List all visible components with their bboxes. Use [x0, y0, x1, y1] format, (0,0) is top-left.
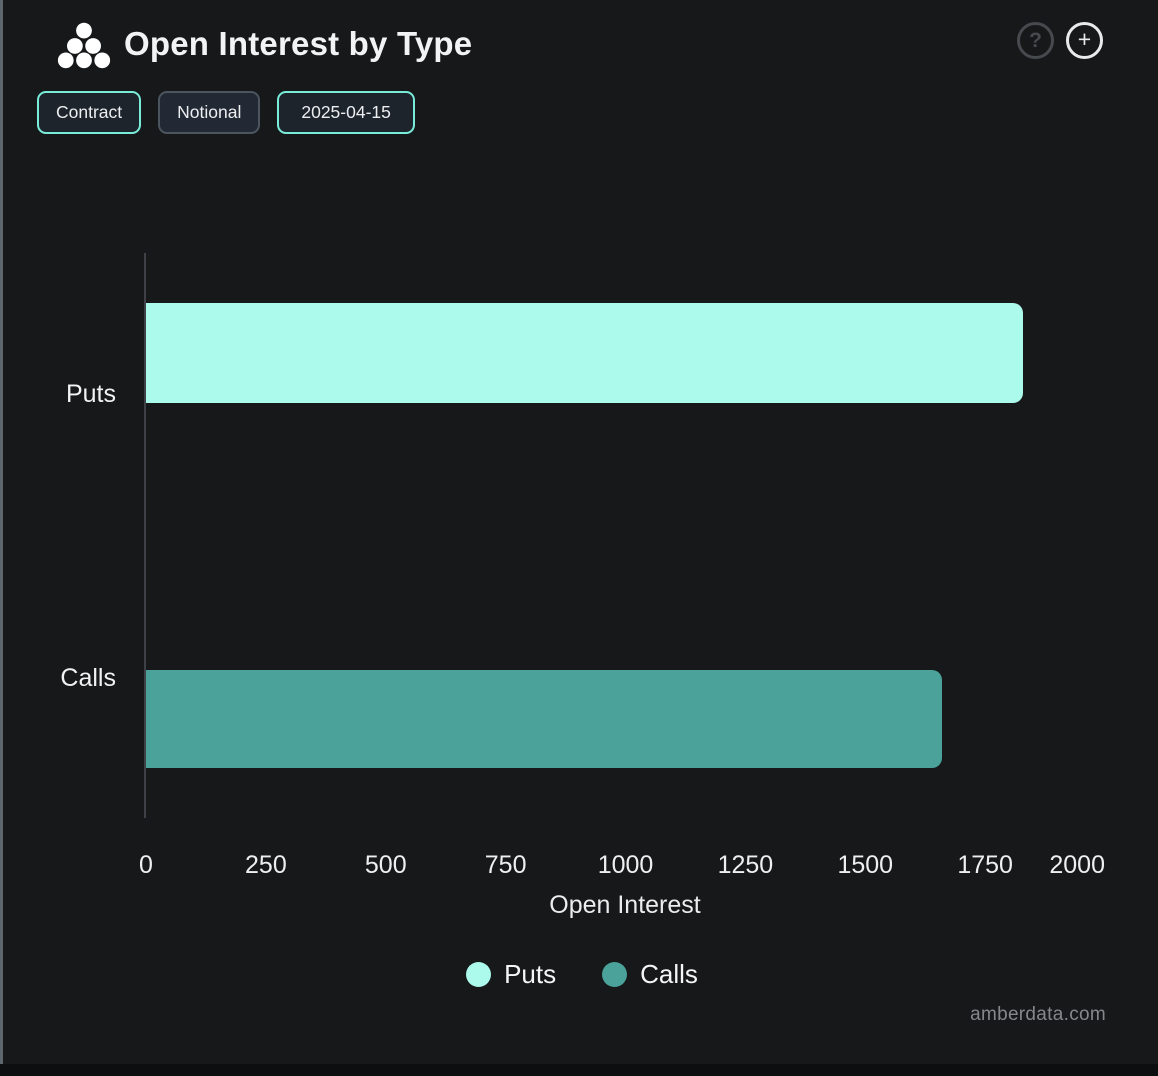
category-label-calls: Calls — [60, 664, 116, 692]
open-interest-bar-chart: Puts Calls 0 250 500 750 1000 1250 1500 1750 2000… — [3, 0, 1158, 1064]
x-tick-label: 500 — [364, 851, 407, 879]
x-tick-label: 1750 — [957, 851, 1013, 879]
bar-calls[interactable] — [146, 670, 942, 768]
x-tick-label: 250 — [245, 851, 287, 879]
x-tick-label: 0 — [139, 851, 153, 879]
x-tick-label: 1500 — [837, 851, 894, 879]
y-axis-line — [144, 253, 146, 818]
x-tick-label: 750 — [484, 851, 527, 879]
chart-legend: Puts Calls — [3, 959, 1158, 990]
contract-toggle-button[interactable]: Contract — [37, 91, 142, 134]
date-selector-button[interactable]: 2025-04-15 — [277, 91, 415, 134]
notional-toggle-button[interactable]: Notional — [158, 91, 261, 134]
add-icon[interactable]: + — [1066, 22, 1103, 59]
toolbar: Contract Notional 2025-04-15 — [37, 91, 415, 134]
x-tick-label: 2000 — [1049, 851, 1105, 879]
legend-label: Calls — [640, 959, 698, 989]
bar-puts[interactable] — [146, 303, 1023, 403]
legend-item-calls[interactable]: Calls — [602, 959, 698, 990]
x-axis-title: Open Interest — [549, 891, 701, 919]
category-label-puts: Puts — [65, 380, 116, 408]
x-tick-label: 1250 — [717, 851, 774, 879]
header-actions: ? + — [1017, 22, 1103, 59]
page-title: Open Interest by Type — [124, 25, 473, 62]
legend-dot-icon — [466, 962, 492, 987]
legend-label: Puts — [504, 959, 557, 989]
help-icon[interactable]: ? — [1017, 22, 1054, 59]
legend-dot-icon — [602, 962, 628, 987]
amberdata-logo-icon — [57, 22, 111, 69]
x-tick-label: 1000 — [597, 851, 654, 879]
watermark: amberdata.com — [970, 1004, 1106, 1025]
legend-item-puts[interactable]: Puts — [466, 959, 556, 990]
